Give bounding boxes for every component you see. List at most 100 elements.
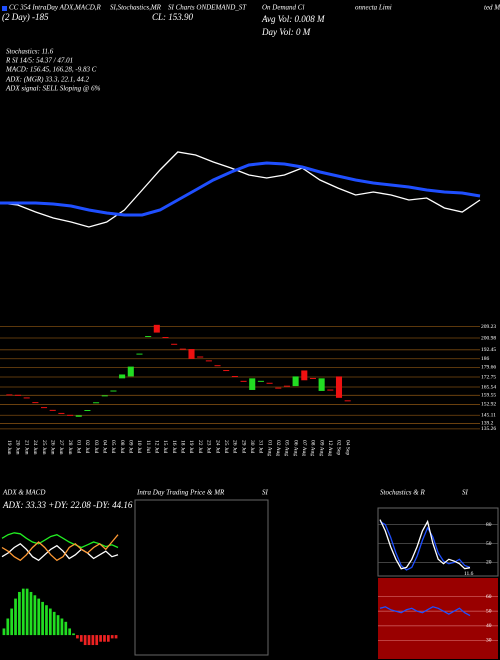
x-tick-label: 19 Jun bbox=[6, 440, 12, 455]
x-tick-label: 18 Jul bbox=[180, 440, 186, 454]
candle bbox=[266, 382, 273, 384]
series-line bbox=[1, 532, 119, 549]
candle bbox=[67, 414, 74, 416]
candle bbox=[32, 402, 39, 404]
x-tick-label: 20 Jun bbox=[15, 440, 21, 455]
candle bbox=[188, 349, 195, 359]
x-tick-label: 22 Jul bbox=[197, 440, 203, 454]
histogram-bar bbox=[83, 635, 87, 646]
panel-title: SI bbox=[462, 489, 469, 497]
series-line bbox=[379, 606, 471, 617]
rsi-text: R SI 14/5: 54.37 / 47.01 bbox=[5, 57, 73, 65]
x-tick-label: 19 Jul bbox=[188, 440, 194, 454]
y-tick-label: 50 bbox=[486, 541, 492, 547]
x-tick-label: 30 Jul bbox=[249, 440, 255, 454]
header-close: CL: 153.90 bbox=[152, 12, 194, 22]
y-tick-label: 135.26 bbox=[481, 426, 496, 432]
x-tick-label: 01 Jul bbox=[75, 440, 81, 454]
y-tick-label: 209.23 bbox=[481, 324, 496, 330]
histogram-bar bbox=[79, 635, 83, 642]
x-tick-label: 12 Aug bbox=[327, 440, 333, 456]
histogram-bar bbox=[60, 618, 64, 636]
histogram-bar bbox=[41, 601, 44, 636]
x-tick-label: 06 Aug bbox=[292, 440, 298, 456]
histogram-bar bbox=[33, 595, 37, 636]
y-tick-label: 192.45 bbox=[481, 347, 496, 353]
candle bbox=[153, 324, 160, 333]
y-tick-label: 50 bbox=[486, 608, 492, 614]
x-tick-label: 26 Jul bbox=[232, 440, 238, 454]
series-line bbox=[0, 161, 481, 217]
histogram-bar bbox=[21, 588, 25, 636]
candle bbox=[318, 378, 325, 391]
panel-title: Intra Day Trading Price & MR bbox=[136, 489, 225, 497]
y-tick-label: 186 bbox=[481, 356, 490, 362]
x-tick-label: 15 Jul bbox=[162, 440, 168, 454]
legend-swatch bbox=[2, 6, 7, 11]
candle bbox=[6, 394, 13, 396]
x-tick-label: 02 Aug bbox=[275, 440, 281, 456]
histogram-bar bbox=[76, 635, 79, 639]
histogram-bar bbox=[95, 635, 99, 646]
candle bbox=[335, 376, 343, 398]
x-tick-label: 09 Jul bbox=[128, 440, 134, 454]
x-tick-label: 16 Jul bbox=[171, 440, 177, 454]
candle bbox=[49, 409, 56, 411]
x-tick-label: 21 Jun bbox=[23, 440, 29, 455]
x-tick-label: 05 Aug bbox=[284, 440, 290, 456]
candle bbox=[127, 366, 134, 377]
candle bbox=[249, 378, 256, 390]
candle bbox=[327, 389, 334, 391]
x-tick-label: 07 Aug bbox=[301, 440, 307, 456]
histogram-bar bbox=[99, 635, 102, 642]
x-tick-label: 02 Sep bbox=[336, 440, 342, 455]
candle bbox=[119, 374, 126, 379]
histogram-bar bbox=[52, 611, 56, 636]
x-tick-label: 28 Jun bbox=[67, 440, 73, 455]
header-day-vol: Day Vol: 0 M bbox=[261, 27, 311, 37]
candle bbox=[162, 337, 169, 339]
header-title: onnecta Limi bbox=[355, 4, 392, 12]
candle bbox=[23, 397, 30, 399]
histogram-bar bbox=[2, 628, 6, 636]
header-title: SI,Stochastics,MR bbox=[110, 4, 162, 12]
x-tick-label: 23 Jul bbox=[206, 440, 212, 454]
histogram-bar bbox=[103, 635, 106, 642]
y-tick-label: 179.66 bbox=[481, 365, 496, 371]
y-tick-label: 30 bbox=[486, 638, 492, 644]
x-tick-label: 03 Jul bbox=[93, 440, 99, 454]
intraday-box bbox=[134, 499, 269, 656]
y-tick-label: 80 bbox=[486, 522, 492, 528]
adx-text: ADX: (MGR) 33.3, 22.1, 44.2 bbox=[5, 76, 90, 84]
y-tick-label: 145.11 bbox=[481, 413, 496, 419]
header-days: (2 Day) -185 bbox=[2, 12, 49, 22]
header-avg-vol: Avg Vol: 0.008 M bbox=[261, 14, 325, 24]
panel-title: Stochastics & R bbox=[380, 489, 425, 497]
candle bbox=[136, 353, 143, 355]
candle bbox=[223, 370, 230, 372]
adx-values: ADX: 33.33 +DY: 22.08 -DY: 44.16 bbox=[2, 500, 133, 510]
y-tick-label: 40 bbox=[486, 623, 492, 629]
series-line bbox=[0, 151, 481, 228]
x-tick-label: 12 Jul bbox=[154, 440, 160, 454]
series-line bbox=[1, 542, 119, 562]
x-tick-label: 04 Sep bbox=[344, 440, 350, 455]
candle bbox=[231, 376, 238, 377]
macd-text: MACD: 156.45, 166.28, -9.83 C bbox=[5, 66, 97, 74]
adx-signal-text: ADX signal: SELL Sloping @ 6% bbox=[5, 85, 101, 93]
y-tick-label: 200.98 bbox=[481, 335, 496, 341]
histogram-bar bbox=[106, 635, 110, 642]
histogram-bar bbox=[91, 635, 95, 646]
candle bbox=[283, 385, 290, 387]
histogram-bar bbox=[110, 635, 114, 639]
histogram-bar bbox=[37, 598, 41, 636]
candle bbox=[110, 390, 117, 392]
histogram-bar bbox=[45, 605, 48, 636]
x-tick-label: 25 Jun bbox=[41, 440, 47, 455]
y-tick-label: 152.92 bbox=[481, 402, 496, 408]
y-tick-label: 165.54 bbox=[481, 384, 496, 390]
candle bbox=[240, 380, 247, 382]
x-tick-label: 29 Jul bbox=[240, 440, 246, 454]
candle bbox=[41, 407, 48, 409]
